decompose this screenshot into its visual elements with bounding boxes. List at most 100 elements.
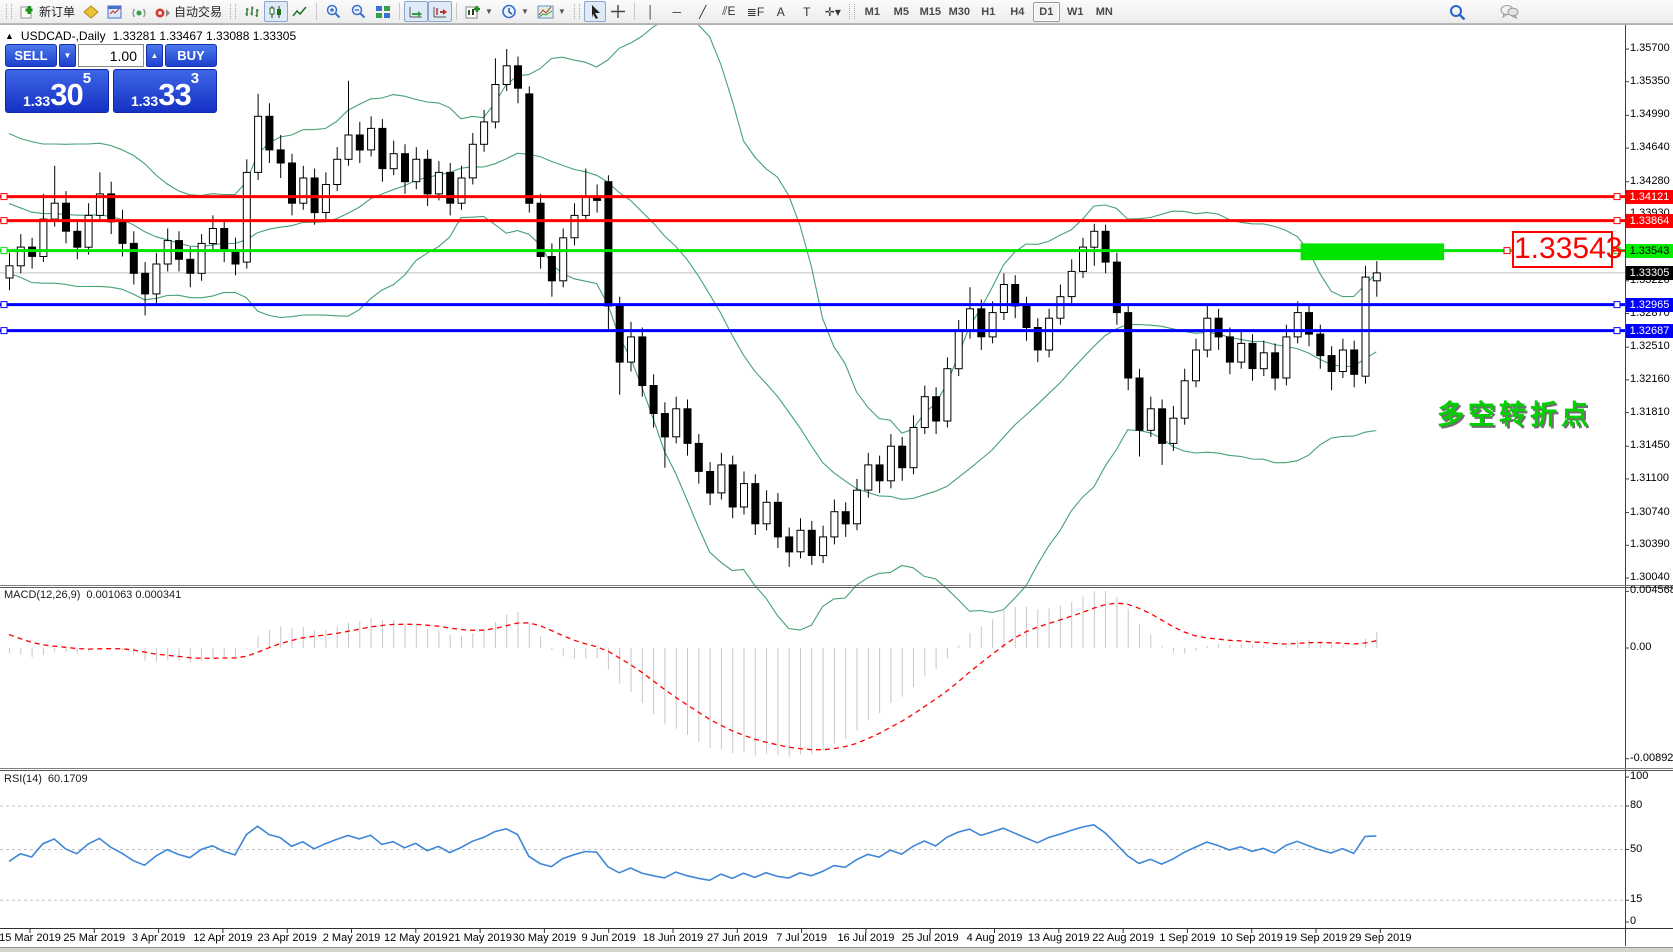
crosshair-button[interactable] — [606, 1, 630, 22]
bar-chart-icon — [245, 6, 259, 17]
timeframe-button-M5[interactable]: M5 — [893, 5, 909, 18]
new-order-button[interactable]: 新订单 — [16, 1, 79, 22]
text-label-button[interactable]: T — [803, 4, 811, 19]
toolbar-separator — [633, 3, 635, 20]
metaeditor-icon — [83, 4, 99, 19]
volume-increase-button[interactable]: ▲ — [146, 44, 163, 67]
crosshair-icon — [610, 5, 625, 18]
zoom-out-button[interactable] — [346, 1, 371, 22]
periods-caret: ▼ — [520, 7, 529, 16]
search-icon — [1450, 4, 1466, 20]
equidistant-channel-button[interactable]: ⫽E — [722, 4, 736, 18]
signals-icon — [132, 8, 146, 17]
signals-button[interactable] — [127, 1, 151, 22]
trade-panel-quotes: 1.33 30 5 1.33 33 3 — [5, 69, 217, 113]
tile-windows-icon — [376, 5, 391, 18]
vertical-line-button[interactable]: │ — [647, 4, 655, 19]
volume-input[interactable]: 1.00 — [78, 44, 144, 67]
bollinger-lower-line — [8, 215, 1377, 631]
cursor-button[interactable] — [583, 1, 606, 22]
auto-scroll-icon — [409, 6, 423, 17]
level-line-anchor — [1613, 327, 1621, 335]
tile-windows-button[interactable] — [371, 1, 395, 22]
volume-decrease-button[interactable]: ▼ — [59, 44, 76, 67]
fibonacci-button[interactable]: ≣F — [746, 4, 765, 19]
chat-button[interactable] — [1496, 1, 1523, 22]
candles-layer — [5, 49, 1381, 567]
new-chart-icon — [465, 5, 481, 18]
new-chart-button[interactable]: ▼ — [461, 1, 497, 22]
sell-price-point: 5 — [82, 70, 92, 87]
buy-price-pips: 33 — [158, 77, 191, 112]
new-order-icon — [20, 5, 33, 18]
timeframe-button-H4[interactable]: H4 — [1010, 5, 1025, 18]
highlight-rectangle — [1300, 243, 1445, 261]
bollinger-middle-line — [8, 152, 1377, 500]
chart-shift-icon — [433, 6, 448, 17]
timeframe-button-M15[interactable]: M15 — [919, 5, 941, 18]
level-line-anchor — [1613, 217, 1621, 225]
toolbar-separator — [399, 3, 401, 20]
data-window-button[interactable] — [103, 1, 127, 22]
toolbar-grip[interactable] — [230, 4, 237, 19]
timeframe-button-M30[interactable]: M30 — [948, 5, 970, 18]
zoom-out-icon — [351, 4, 366, 19]
buy-price-prefix: 1.33 — [130, 93, 159, 109]
zoom-in-icon — [326, 4, 341, 19]
timeframe-button-MN[interactable]: MN — [1095, 5, 1113, 18]
buy-price-display[interactable]: 1.33 33 3 — [113, 69, 217, 113]
sell-button[interactable]: SELL — [5, 44, 57, 67]
level-line-anchor — [1613, 193, 1621, 201]
level-line-anchor — [1613, 301, 1621, 309]
chat-icon — [1500, 5, 1519, 19]
timeframe-button-M1[interactable]: M1 — [864, 5, 880, 18]
chart-shift-button[interactable] — [428, 1, 453, 22]
sell-price-prefix: 1.33 — [22, 93, 51, 109]
toolbar: 新订单 自动交易 — [0, 0, 1673, 24]
toolbar-grip[interactable] — [848, 4, 855, 19]
toolbar-separator — [456, 3, 458, 20]
new-chart-caret: ▼ — [485, 7, 493, 16]
price-callout-label[interactable]: 1.33543 — [1512, 231, 1622, 268]
timeframe-button-D1[interactable]: D1 — [1032, 1, 1060, 22]
new-order-label: 新订单 — [39, 5, 76, 19]
timeframe-button-H1[interactable]: H1 — [981, 5, 996, 18]
templates-icon — [537, 5, 554, 18]
buy-price-point: 3 — [190, 70, 200, 87]
toolbar-grip[interactable] — [6, 4, 12, 19]
search-button[interactable] — [1445, 1, 1470, 22]
autotrading-label: 自动交易 — [174, 5, 223, 19]
autotrading-button[interactable]: 自动交易 — [151, 1, 226, 22]
line-chart-button[interactable] — [288, 1, 312, 22]
buy-button[interactable]: BUY — [165, 44, 217, 67]
sell-price-display[interactable]: 1.33 30 5 — [5, 69, 109, 113]
zoom-in-button[interactable] — [321, 1, 346, 22]
draw-tools-group: │ ─ ╱ ⫽E ≣F A T ✛▾ — [639, 4, 845, 19]
arrows-button[interactable]: ✛▾ — [824, 4, 841, 19]
toolbar-right-group — [1445, 1, 1523, 22]
sell-price-pips: 30 — [50, 77, 83, 112]
templates-button[interactable]: ▼ — [533, 1, 570, 22]
periods-button[interactable]: ▼ — [497, 1, 533, 22]
autotrading-icon — [155, 8, 171, 17]
timeframe-button-W1[interactable]: W1 — [1067, 5, 1084, 18]
metaeditor-button[interactable] — [79, 1, 103, 22]
cursor-icon — [591, 5, 600, 19]
window-bottom-edge — [0, 947, 1673, 952]
horizontal-line-button[interactable]: ─ — [672, 4, 682, 19]
rsi-line — [8, 823, 1377, 882]
line-chart-icon — [292, 6, 307, 16]
callout-anchor — [1503, 247, 1511, 255]
bar-chart-button[interactable] — [240, 1, 264, 22]
auto-scroll-button[interactable] — [404, 1, 429, 22]
toolbar-separator — [316, 3, 318, 20]
templates-caret: ▼ — [557, 7, 566, 16]
turning-point-annotation[interactable]: 多空转折点 — [1437, 400, 1592, 430]
toolbar-grip[interactable] — [573, 4, 580, 19]
text-button[interactable]: A — [776, 4, 785, 19]
candlestick-chart-button[interactable] — [264, 1, 289, 22]
trendline-button[interactable]: ╱ — [699, 4, 707, 19]
level-line-anchor — [0, 301, 8, 309]
